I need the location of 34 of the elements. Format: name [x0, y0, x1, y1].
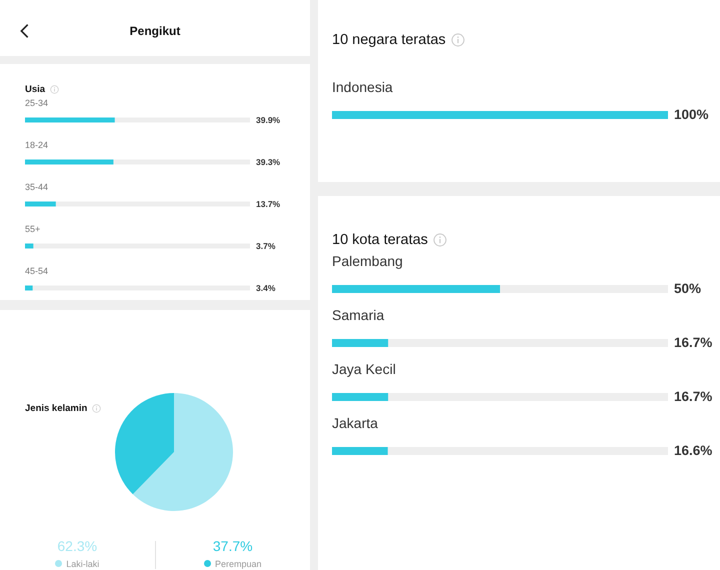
data-label: 100%	[674, 107, 709, 122]
text: Pengikut	[128, 24, 182, 38]
pie-slice	[132, 393, 233, 511]
y-tick-label: 35-44	[25, 182, 48, 192]
data-label: 37.7%	[212, 538, 254, 554]
y-tick-label: 25-34	[25, 98, 48, 108]
y-tick-label: Samaria	[332, 307, 384, 323]
data-label: 50%	[674, 281, 702, 296]
legend-label: Perempuan	[214, 558, 262, 568]
data-label: 16.7%	[674, 389, 712, 404]
pie-slice	[115, 393, 174, 494]
data-label: 16.7%	[674, 335, 712, 350]
y-tick-label: 18-24	[25, 140, 48, 150]
y-tick-label: 45-54	[25, 266, 48, 276]
bar	[25, 244, 34, 248]
data-label: 39.9%	[256, 115, 281, 125]
chart-title: Usia	[25, 84, 46, 95]
bar	[25, 286, 33, 290]
y-tick-label: Jakarta	[332, 415, 378, 431]
chart-title: 10 negara teratas	[332, 32, 446, 48]
data-label: 62.3%	[56, 538, 98, 554]
data-label: 39.3%	[256, 157, 281, 167]
data-label: 13.7%	[256, 199, 281, 209]
legend-label: Laki-laki	[66, 558, 100, 568]
y-tick-label: Palembang	[332, 253, 403, 269]
data-label: 3.7%	[256, 241, 276, 251]
text: Jenis kelamin	[25, 403, 88, 414]
bar	[25, 202, 56, 206]
data-label: 3.4%	[256, 283, 276, 293]
chart-title: 10 kota teratas	[332, 232, 428, 248]
y-tick-label: Indonesia	[332, 79, 393, 95]
y-tick-label: Jaya Kecil	[332, 361, 396, 377]
y-tick-label: 55+	[25, 224, 40, 234]
data-label: 16.6%	[674, 443, 712, 458]
